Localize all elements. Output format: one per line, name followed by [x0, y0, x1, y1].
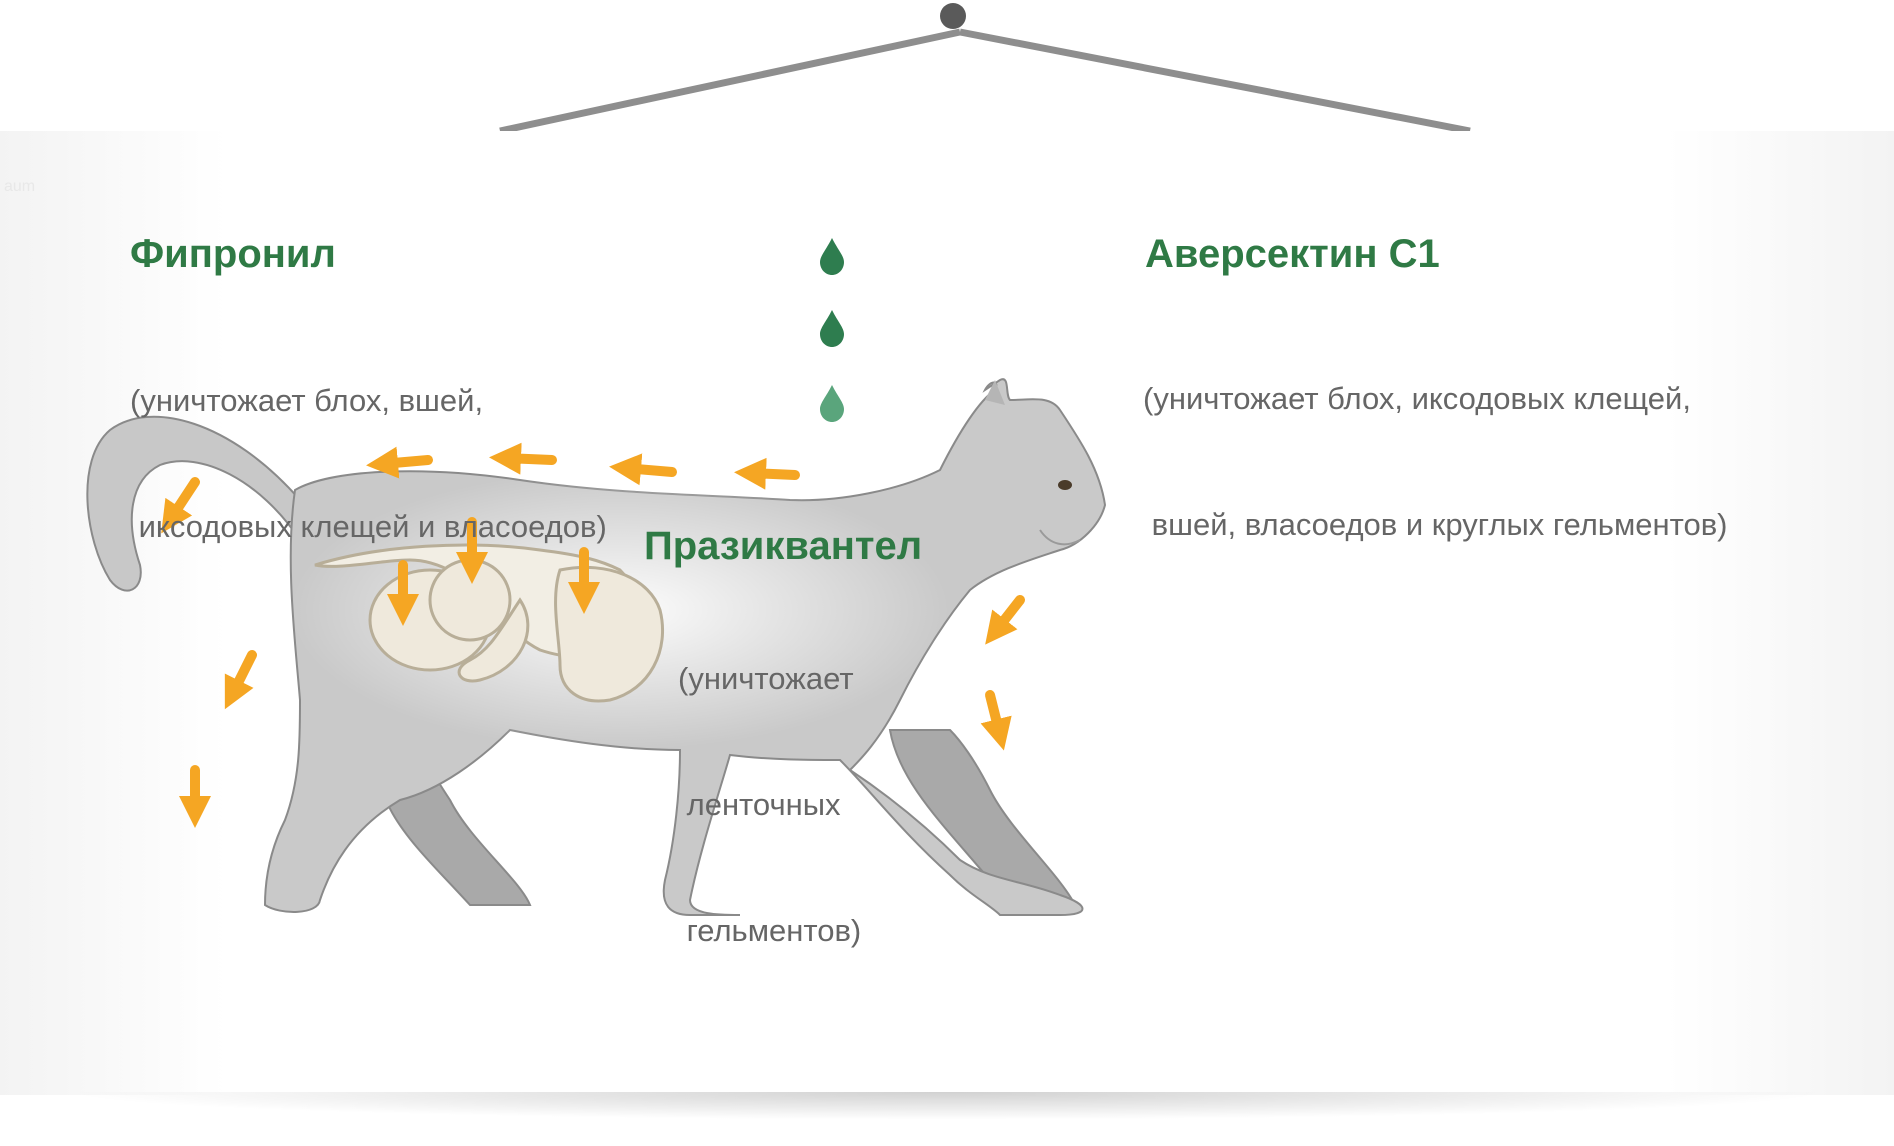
- arrow-left-icon: [734, 457, 800, 490]
- drop-icon: [820, 238, 844, 422]
- praziquantel-title: Празиквантел: [644, 524, 923, 568]
- fipronil-line-2: иксодовых клещей и власоедов): [130, 509, 607, 544]
- hanging-string: [499, 3, 1471, 135]
- praziquantel-line-1: (уничтожает: [678, 661, 854, 696]
- arrow-down-icon: [224, 650, 257, 710]
- arrow-left-icon: [366, 446, 433, 479]
- poster-shadow: [60, 1092, 1834, 1120]
- orange-arrows: [161, 442, 1025, 829]
- cat-mouth: [1039, 529, 1081, 546]
- arrow-down-icon: [980, 690, 1012, 751]
- aversectin-description: (уничтожает блох, иксодовых клещей, вшей…: [1143, 294, 1728, 588]
- aversectin-line-2: вшей, власоедов и круглых гельментов): [1143, 507, 1728, 542]
- fipronil-line-1: (уничтожает блох, вшей,: [130, 383, 484, 418]
- aversectin-title: Аверсектин С1: [1145, 232, 1440, 276]
- arrow-down-icon: [985, 595, 1025, 645]
- praziquantel-line-3: гельментов): [678, 913, 862, 948]
- praziquantel-description: (уничтожает ленточных гельментов): [678, 574, 861, 994]
- arrow-left-icon: [489, 442, 557, 475]
- cat-eye: [1058, 480, 1072, 490]
- cat-ear: [985, 380, 1005, 405]
- praziquantel-line-2: ленточных: [678, 787, 841, 822]
- watermark: aum: [4, 178, 36, 195]
- fipronil-description: (уничтожает блох, вшей, иксодовых клещей…: [130, 296, 607, 590]
- cat-tail: [86, 415, 301, 592]
- aversectin-line-1: (уничтожает блох, иксодовых клещей,: [1143, 381, 1691, 416]
- fipronil-title: Фипронил: [130, 232, 336, 276]
- arrow-down-icon: [161, 477, 200, 534]
- arrow-left-icon: [609, 453, 677, 486]
- nail-icon: [940, 3, 966, 29]
